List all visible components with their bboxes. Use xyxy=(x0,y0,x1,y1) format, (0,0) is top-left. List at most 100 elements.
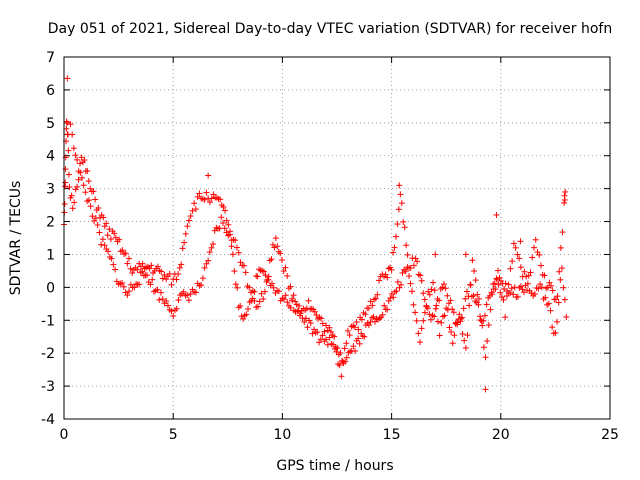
data-point xyxy=(251,297,258,304)
data-point xyxy=(555,299,562,306)
data-point xyxy=(356,340,363,347)
data-point xyxy=(466,302,473,309)
data-point xyxy=(180,288,187,295)
data-point xyxy=(208,195,215,202)
data-point xyxy=(77,160,84,167)
data-point xyxy=(497,289,504,296)
data-point xyxy=(372,295,379,302)
data-point xyxy=(436,332,443,339)
data-point xyxy=(536,251,543,258)
y-tick-label: -2 xyxy=(41,346,55,362)
data-point xyxy=(196,190,203,197)
data-point xyxy=(192,206,199,213)
data-point xyxy=(477,317,484,324)
data-point xyxy=(277,250,284,257)
data-point xyxy=(205,172,212,179)
data-point xyxy=(173,276,180,283)
data-point xyxy=(463,288,470,295)
data-point xyxy=(85,178,92,185)
data-point xyxy=(326,324,333,331)
data-point xyxy=(122,250,129,257)
data-point xyxy=(397,191,404,198)
data-point xyxy=(75,176,82,183)
data-point xyxy=(221,225,228,232)
data-point xyxy=(228,243,235,250)
data-point xyxy=(341,345,348,352)
data-point xyxy=(256,298,263,305)
data-point xyxy=(408,288,415,295)
data-point xyxy=(317,336,324,343)
data-point xyxy=(131,284,138,291)
data-point xyxy=(65,171,72,178)
data-point xyxy=(101,242,108,249)
data-point xyxy=(432,251,439,258)
data-point xyxy=(511,284,518,291)
data-point xyxy=(502,314,509,321)
data-point xyxy=(469,257,476,264)
data-point xyxy=(548,282,555,289)
y-tick-label: 7 xyxy=(46,50,55,66)
data-point xyxy=(309,330,316,337)
data-point xyxy=(178,261,185,268)
data-point xyxy=(390,249,397,256)
data-point xyxy=(218,214,225,221)
data-point xyxy=(442,285,449,292)
data-point xyxy=(187,213,194,220)
data-point xyxy=(157,289,164,296)
data-point xyxy=(500,296,507,303)
x-tick-label: 10 xyxy=(273,427,291,443)
data-point xyxy=(444,292,451,299)
data-point xyxy=(523,273,530,280)
data-point xyxy=(418,277,425,284)
data-point xyxy=(161,271,168,278)
data-point xyxy=(134,266,141,273)
data-point xyxy=(269,280,276,287)
data-point xyxy=(436,297,443,304)
y-tick-label: -1 xyxy=(41,313,55,329)
data-point xyxy=(420,290,427,297)
data-point xyxy=(326,334,333,341)
data-point xyxy=(527,269,534,276)
data-point xyxy=(462,295,469,302)
data-point xyxy=(143,272,150,279)
data-point xyxy=(394,278,401,285)
data-point xyxy=(385,265,392,272)
data-point xyxy=(502,280,509,287)
data-point xyxy=(475,295,482,302)
data-point xyxy=(194,193,201,200)
data-point xyxy=(441,281,448,288)
data-point xyxy=(382,271,389,278)
data-point xyxy=(126,288,133,295)
data-point xyxy=(254,303,261,310)
data-point xyxy=(483,301,490,308)
data-point xyxy=(350,343,357,350)
data-point xyxy=(441,312,448,319)
data-point xyxy=(292,298,299,305)
data-point xyxy=(89,213,96,220)
data-point xyxy=(185,297,192,304)
data-point xyxy=(206,199,213,206)
data-point xyxy=(164,302,171,309)
data-point xyxy=(417,272,424,279)
data-point xyxy=(313,311,320,318)
data-point xyxy=(392,233,399,240)
data-point xyxy=(426,291,433,298)
data-point xyxy=(203,189,210,196)
data-point xyxy=(154,286,161,293)
data-point xyxy=(284,299,291,306)
data-point xyxy=(494,267,501,274)
data-point xyxy=(62,179,69,186)
data-point xyxy=(520,289,527,296)
plot-frame xyxy=(63,56,611,420)
data-point xyxy=(482,386,489,393)
x-tick-label: 25 xyxy=(601,427,619,443)
data-point xyxy=(370,313,377,320)
data-point xyxy=(549,324,556,331)
data-point xyxy=(235,249,242,256)
data-point xyxy=(223,217,230,224)
data-point xyxy=(399,269,406,276)
data-point xyxy=(446,324,453,331)
y-tick-label: -3 xyxy=(41,379,55,395)
data-points xyxy=(61,75,570,393)
data-point xyxy=(84,167,91,174)
